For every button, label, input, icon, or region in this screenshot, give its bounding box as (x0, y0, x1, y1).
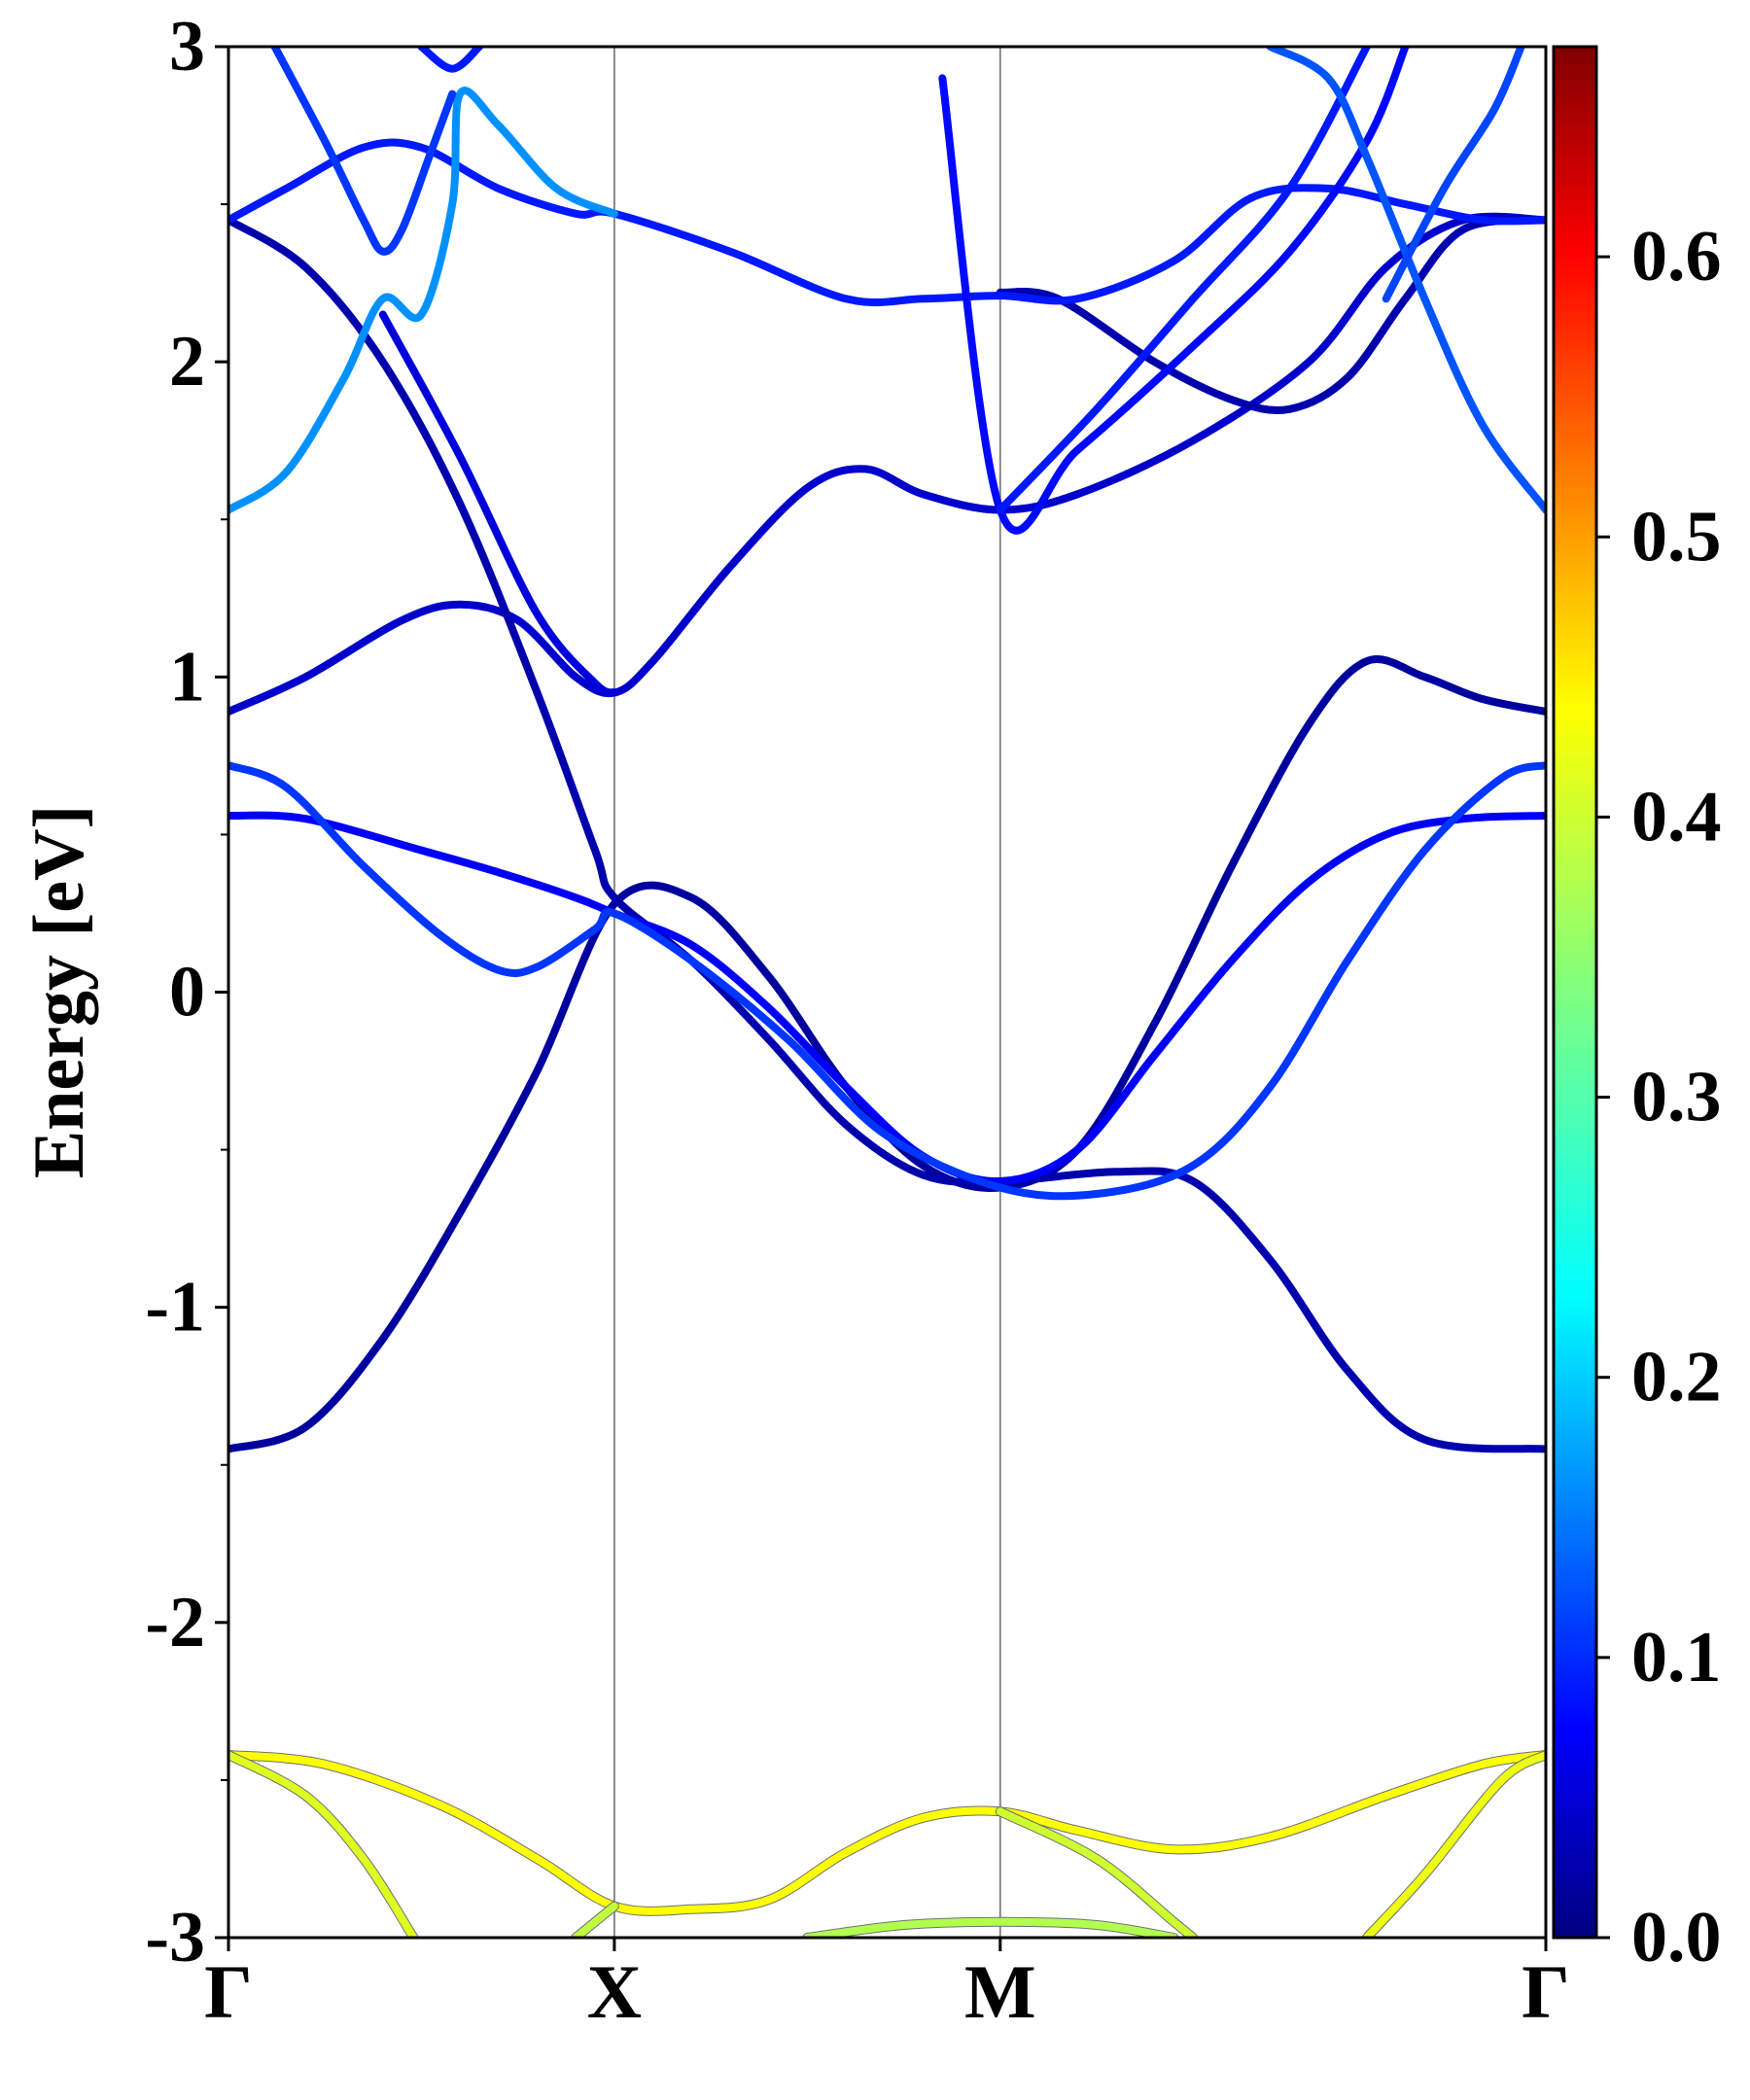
band-line (228, 811, 1546, 1186)
band-line (996, 1807, 1198, 1938)
y-tick-label: 1 (169, 637, 205, 717)
colorbar-tick-label: 0.1 (1631, 1618, 1722, 1698)
colorbar-ticks: 0.0 0.1 0.2 0.3 0.4 0.5 0.6 (1596, 217, 1722, 1978)
band-line (228, 1751, 418, 1938)
y-axis-label: Energy [eV] (19, 805, 99, 1178)
y-tick-label: 3 (169, 7, 205, 87)
band-line (228, 655, 1546, 1453)
band-line (417, 47, 483, 73)
colorbar (1552, 45, 1598, 1940)
band-line (1266, 47, 1546, 514)
band-line (803, 1917, 1178, 1938)
colorbar-tick-label: 0.4 (1631, 777, 1722, 857)
y-axis-ticks: 3 2 1 0 -1 -2 -3 (145, 7, 228, 1978)
high-symmetry-lines (612, 47, 1001, 1938)
colorbar-tick-label: 0.3 (1631, 1058, 1722, 1138)
band-line (1382, 47, 1525, 303)
band-line (996, 216, 1546, 415)
band-line (572, 1902, 618, 1938)
band-line (996, 47, 1371, 514)
y-tick-label: -3 (145, 1898, 205, 1978)
band-line (228, 87, 618, 514)
plot-frame (227, 45, 1548, 1940)
colorbar-tick-label: 0.5 (1631, 497, 1722, 577)
band-line (1362, 1751, 1546, 1938)
colorbar-tick-label: 0.0 (1631, 1898, 1722, 1978)
y-tick-label: 0 (169, 953, 205, 1032)
band-lines (228, 47, 1546, 1938)
y-tick-label: 2 (169, 322, 205, 402)
colorbar-gradient (1552, 45, 1598, 1940)
band-line (270, 47, 457, 256)
x-tick-label: M (964, 1949, 1036, 2034)
band-line (228, 1751, 1546, 1915)
band-line (378, 310, 618, 697)
band-line (938, 47, 1410, 535)
x-tick-label: Γ (1522, 1949, 1570, 2034)
y-tick-label: -1 (145, 1268, 205, 1348)
band-line (228, 761, 1546, 1201)
x-tick-label: Γ (204, 1949, 253, 2034)
colorbar-tick-label: 0.6 (1631, 217, 1722, 297)
band-line (228, 216, 1546, 1453)
band-line (228, 138, 1546, 306)
colorbar-tick-label: 0.2 (1631, 1338, 1722, 1418)
y-tick-label: -2 (145, 1583, 205, 1662)
band-line (228, 212, 1546, 716)
x-tick-label: X (587, 1949, 642, 2034)
